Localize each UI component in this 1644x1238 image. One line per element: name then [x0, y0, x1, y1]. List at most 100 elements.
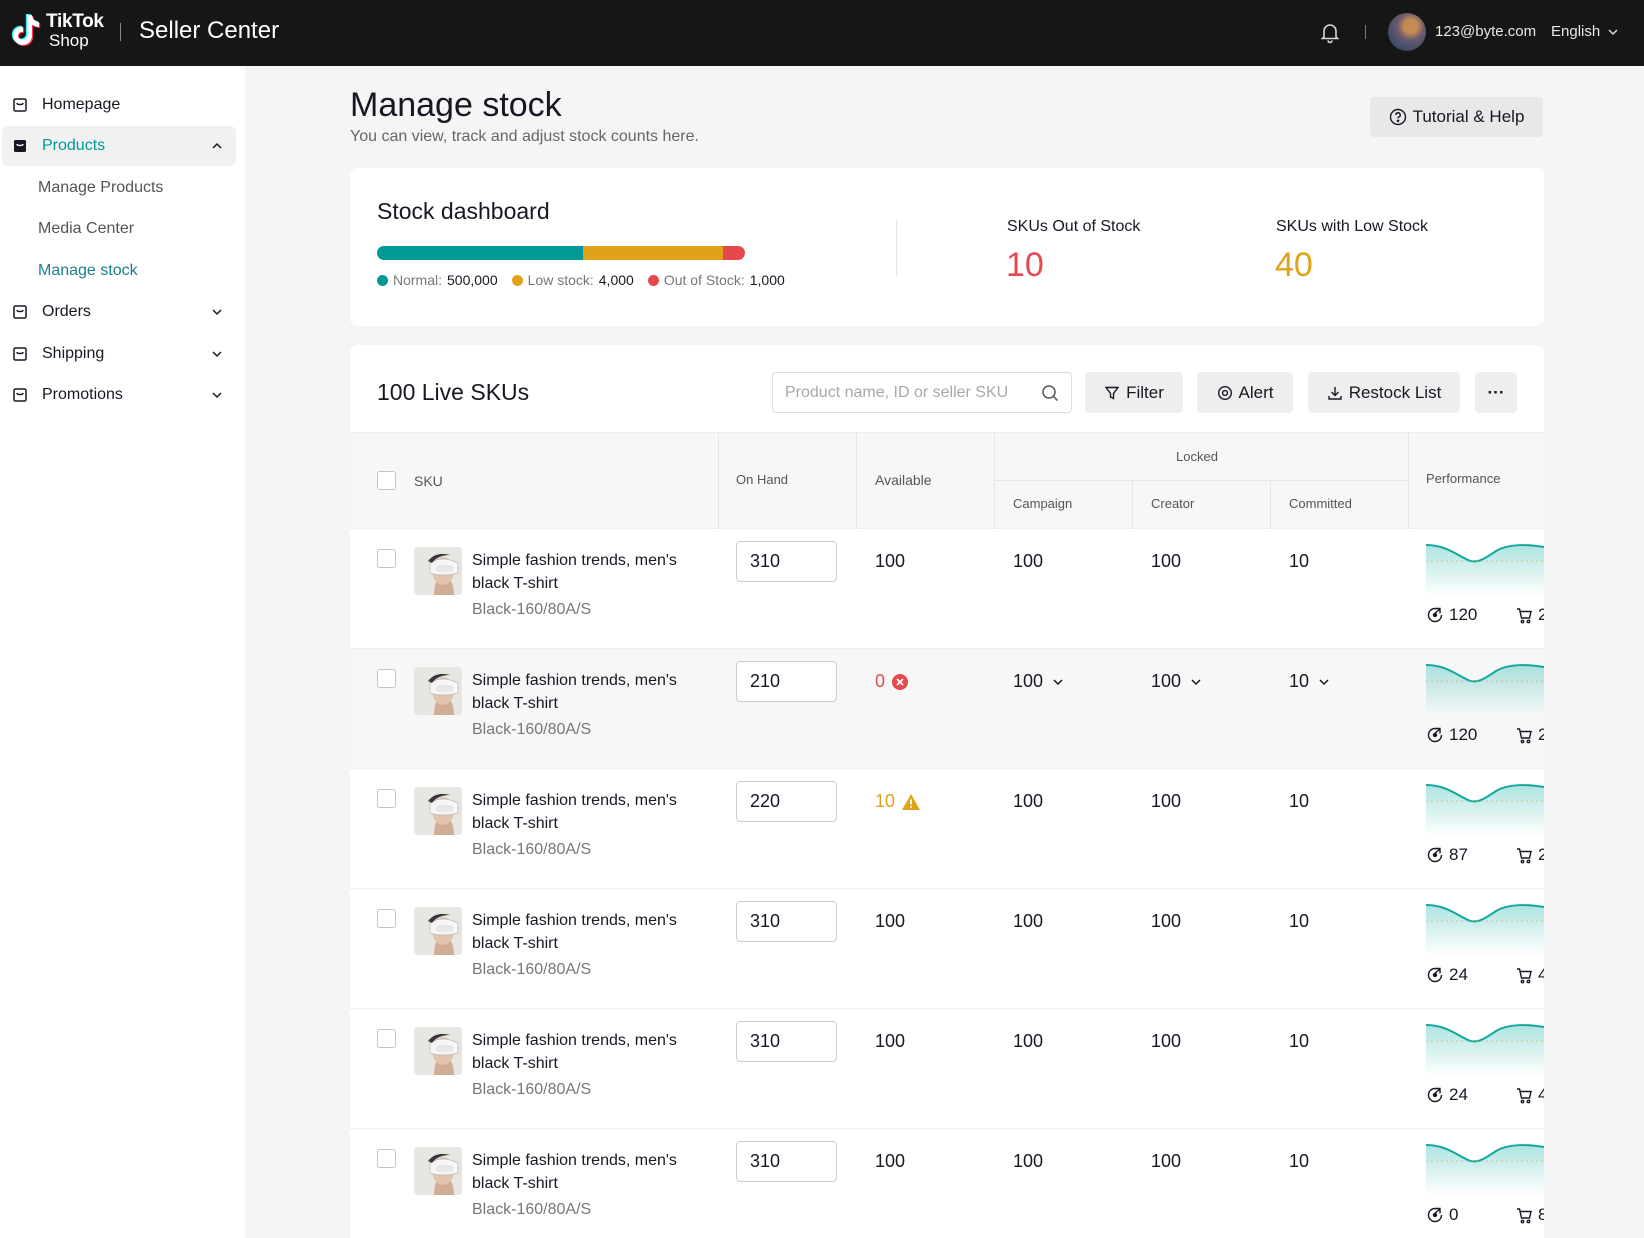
on-hand-input[interactable]	[736, 1021, 837, 1062]
row-checkbox[interactable]	[377, 1029, 396, 1048]
col-header-on-hand[interactable]: On Hand	[736, 472, 789, 487]
sku-search[interactable]	[772, 372, 1072, 413]
row-checkbox[interactable]	[377, 909, 396, 928]
col-divider	[1408, 433, 1409, 530]
sidebar-subitem-manage-stock[interactable]: Manage stock	[38, 262, 138, 279]
performance-views: 87	[1426, 845, 1468, 865]
legend-item-out-of-stock: Out of Stock: 1,000	[647, 272, 785, 288]
on-hand-input[interactable]	[736, 541, 837, 582]
tutorial-help-button[interactable]: Tutorial & Help	[1370, 97, 1543, 137]
legend-value: 1,000	[749, 272, 785, 288]
campaign-value[interactable]: 100	[1013, 671, 1065, 692]
views-icon	[1427, 1087, 1443, 1103]
col-header-sku[interactable]: SKU	[414, 473, 443, 489]
product-thumbnail[interactable]	[414, 907, 462, 955]
sidebar-item-orders[interactable]: Orders	[2, 292, 236, 332]
row-checkbox[interactable]	[377, 1149, 396, 1168]
row-checkbox[interactable]	[377, 669, 396, 688]
cell-value: 100	[1013, 911, 1044, 931]
performance-sparkline	[1426, 664, 1544, 716]
chevron-down-icon[interactable]	[1317, 675, 1331, 689]
available-value: 100	[875, 1031, 905, 1052]
kpi-out-of-stock-value[interactable]: 10	[1006, 246, 1044, 284]
chevron-down-icon[interactable]	[1606, 25, 1620, 39]
promotions-icon	[13, 388, 27, 402]
product-name[interactable]: Simple fashion trends, men's black T-shi…	[472, 672, 677, 712]
views-icon	[1427, 847, 1443, 863]
creator-value[interactable]: 100	[1151, 671, 1203, 692]
top-bar: TikTok Shop Seller Center 123@byte.com E…	[0, 0, 1644, 66]
filter-button[interactable]: Filter	[1085, 372, 1183, 413]
product-name[interactable]: Simple fashion trends, men's black T-shi…	[472, 552, 677, 592]
avatar[interactable]	[1388, 13, 1426, 51]
cell-value: 100	[1013, 671, 1044, 691]
committed-value[interactable]: 10	[1289, 671, 1331, 692]
on-hand-input[interactable]	[736, 661, 837, 702]
select-all-checkbox[interactable]	[377, 471, 396, 490]
col-header-performance[interactable]: Performance	[1426, 471, 1501, 486]
product-thumbnail[interactable]	[414, 1027, 462, 1075]
more-icon: ···	[1487, 382, 1505, 402]
on-hand-input[interactable]	[736, 781, 837, 822]
sidebar-item-shipping[interactable]: Shipping	[2, 334, 236, 374]
sidebar-item-homepage[interactable]: Homepage	[2, 85, 236, 125]
search-icon[interactable]	[1041, 384, 1059, 402]
col-header-campaign[interactable]: Campaign	[1013, 496, 1073, 511]
table-row: Simple fashion trends, men's black T-shi…	[350, 889, 1544, 1009]
tiktok-shop-logo[interactable]: TikTok Shop	[10, 12, 104, 50]
language-selector[interactable]: English	[1551, 23, 1601, 40]
performance-cart: 2	[1516, 725, 1544, 745]
user-email[interactable]: 123@byte.com	[1435, 23, 1537, 40]
cell-value: 10	[1289, 1031, 1310, 1051]
cart-count: 2	[1538, 605, 1544, 624]
sidebar-item-products[interactable]: Products	[2, 126, 236, 166]
chevron-down-icon[interactable]	[1189, 675, 1203, 689]
cell-value: 100	[1151, 671, 1182, 691]
row-checkbox[interactable]	[377, 789, 396, 808]
product-name[interactable]: Simple fashion trends, men's black T-shi…	[472, 792, 677, 832]
product-thumbnail[interactable]	[414, 1147, 462, 1195]
cart-count: 4	[1538, 1085, 1544, 1104]
sidebar-subitem-media-center[interactable]: Media Center	[38, 220, 135, 237]
committed-value: 10	[1289, 911, 1309, 932]
performance-views: 120	[1426, 605, 1477, 625]
sidebar-item-promotions[interactable]: Promotions	[2, 375, 236, 415]
restock-list-button[interactable]: Restock List	[1308, 372, 1460, 413]
row-checkbox[interactable]	[377, 549, 396, 568]
legend-dot	[647, 274, 659, 286]
alert-button[interactable]: Alert	[1197, 372, 1293, 413]
kpi-low-stock-value[interactable]: 40	[1275, 246, 1313, 284]
col-header-available[interactable]: Available	[875, 472, 932, 488]
product-name[interactable]: Simple fashion trends, men's black T-shi…	[472, 912, 677, 952]
product-thumbnail[interactable]	[414, 787, 462, 835]
search-input[interactable]	[785, 373, 1025, 412]
table-header: SKU On Hand Available Locked Campaign Cr…	[350, 432, 1544, 530]
download-icon	[1328, 386, 1342, 400]
cell-value: 100	[1151, 1151, 1182, 1171]
on-hand-input[interactable]	[736, 901, 837, 942]
col-header-creator[interactable]: Creator	[1151, 496, 1195, 511]
product-name[interactable]: Simple fashion trends, men's black T-shi…	[472, 1152, 677, 1192]
chevron-down-icon[interactable]	[1051, 675, 1065, 689]
on-hand-input[interactable]	[736, 1141, 837, 1182]
cell-value: 10	[875, 791, 896, 811]
more-options-button[interactable]: ···	[1475, 372, 1517, 413]
cell-value: 100	[1151, 791, 1182, 811]
product-thumbnail[interactable]	[414, 667, 462, 715]
live-skus-title: 100 Live SKUs	[377, 379, 530, 405]
committed-value: 10	[1289, 1031, 1309, 1052]
product-name[interactable]: Simple fashion trends, men's black T-shi…	[472, 1032, 677, 1072]
col-header-committed[interactable]: Committed	[1289, 496, 1352, 511]
bell-icon[interactable]	[1318, 20, 1342, 44]
performance-cart: 2	[1516, 845, 1544, 865]
table-row: Simple fashion trends, men's black T-shi…	[350, 529, 1544, 649]
cart-icon	[1517, 967, 1532, 983]
product-thumbnail[interactable]	[414, 547, 462, 595]
sidebar-subitem-manage-products[interactable]: Manage Products	[38, 179, 164, 196]
cart-count: 2	[1538, 845, 1544, 864]
legend-dot	[377, 274, 388, 286]
header-divider	[120, 23, 121, 41]
table-row: Simple fashion trends, men's black T-shi…	[350, 649, 1544, 769]
col-header-locked: Locked	[1176, 449, 1218, 464]
product-image	[414, 667, 462, 715]
